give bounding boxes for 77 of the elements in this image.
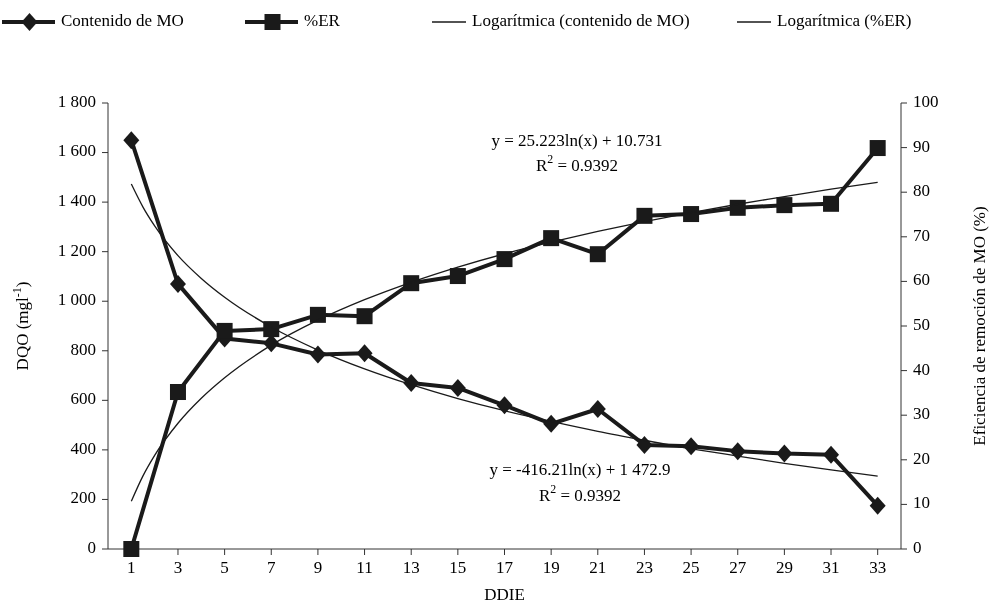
point — [729, 442, 746, 461]
y2-tick-label: 0 — [913, 537, 922, 557]
y-tick-label: 0 — [87, 537, 96, 557]
point — [636, 207, 653, 224]
point — [123, 541, 140, 557]
x-tick-label: 5 — [220, 558, 229, 577]
point — [356, 344, 373, 363]
x-tick-label: 1 — [127, 558, 136, 577]
point — [496, 251, 513, 268]
x-tick-label: 11 — [356, 558, 373, 577]
y2-tick-label: 30 — [913, 404, 930, 424]
y2-tick-label: 80 — [913, 181, 930, 201]
annotation: y = -416.21ln(x) + 1 472.9 — [489, 459, 671, 479]
x-tick-label: 25 — [682, 558, 700, 577]
point — [683, 206, 700, 223]
point — [356, 308, 373, 325]
point — [589, 246, 606, 263]
y2-tick-label: 40 — [913, 359, 930, 379]
x-tick-label: 29 — [775, 558, 793, 577]
point — [823, 445, 840, 464]
y-tick-label: 1 200 — [57, 240, 96, 260]
point — [776, 197, 793, 214]
point — [263, 321, 280, 338]
y2-tick-label: 90 — [913, 136, 930, 156]
point — [309, 306, 326, 323]
annotation: y = 25.223ln(x) + 10.731 — [491, 130, 663, 150]
y2-tick-label: 20 — [913, 448, 930, 468]
x-tick-label: 31 — [822, 558, 840, 577]
legend-label: Contenido de MO — [61, 10, 184, 30]
point — [869, 496, 886, 515]
point — [729, 199, 746, 216]
x-tick-label: 13 — [402, 558, 420, 577]
y-tick-label: 800 — [70, 339, 96, 359]
y2-tick-label: 10 — [913, 493, 930, 513]
annotation: R$^{2}$ = 0.9392 — [535, 151, 619, 175]
point — [636, 435, 653, 454]
point — [869, 140, 886, 157]
legend-label: Logarítmica (contenido de MO) — [472, 10, 690, 30]
y2-tick-label: 50 — [913, 314, 930, 334]
point — [543, 230, 560, 247]
y-tick-label: 1 400 — [57, 191, 96, 211]
y2-tick-label: 70 — [913, 225, 930, 245]
point — [216, 322, 233, 339]
point — [776, 444, 793, 463]
y2-tick-label: 100 — [913, 91, 939, 111]
point — [123, 131, 140, 150]
x-tick-label: 21 — [589, 558, 607, 577]
y-tick-label: 600 — [70, 389, 96, 409]
x-tick-label: 9 — [313, 558, 323, 577]
x-tick-label: 3 — [173, 558, 183, 577]
x-tick-label: 17 — [496, 558, 514, 577]
annotation: R$^{2}$ = 0.9392 — [538, 481, 622, 505]
x-tick-label: 7 — [267, 558, 277, 577]
y-tick-label: 1 600 — [57, 141, 96, 161]
point — [823, 195, 840, 212]
x-tick-label: 23 — [635, 558, 653, 577]
legend-label: Logarítmica (%ER) — [777, 10, 912, 30]
x-tick-label: 27 — [729, 558, 747, 577]
point — [169, 274, 186, 293]
y-tick-label: 1 800 — [57, 91, 96, 111]
point — [309, 345, 326, 364]
y-tick-label: 200 — [70, 488, 96, 508]
y2-tick-label: 60 — [913, 270, 930, 290]
point — [403, 275, 420, 292]
point — [589, 400, 606, 419]
point — [169, 384, 186, 401]
y-tick-label: 400 — [70, 438, 96, 458]
x-tick-label: 19 — [542, 558, 560, 577]
x-tick-label: 15 — [449, 558, 467, 577]
x-tick-label: 33 — [869, 558, 887, 577]
x-axis-title: DDIE — [484, 585, 525, 604]
y2-axis-title: Eficiencia de remoción de MO (%) — [970, 206, 989, 446]
point — [449, 268, 466, 285]
y-tick-label: 1 000 — [57, 290, 96, 310]
point — [496, 396, 513, 415]
legend-label: %ER — [304, 10, 341, 30]
point — [449, 378, 466, 397]
